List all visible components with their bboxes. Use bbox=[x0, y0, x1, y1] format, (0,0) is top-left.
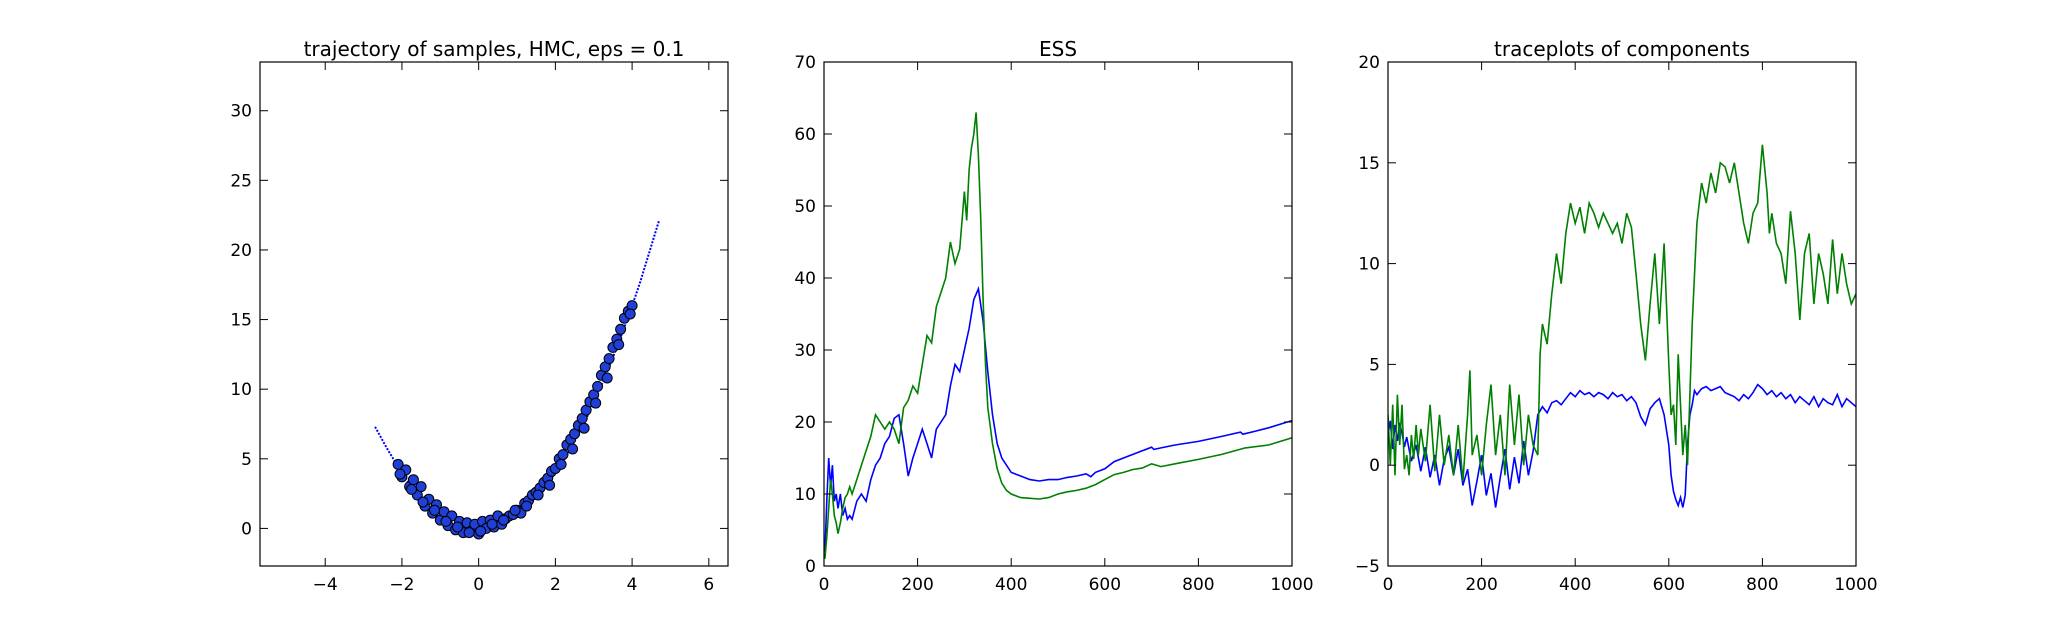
y-tick-label: 20 bbox=[1358, 53, 1380, 73]
x-tick-label: 0 bbox=[473, 575, 484, 595]
y-tick-label: 0 bbox=[241, 519, 252, 539]
x-tick-label: 0 bbox=[819, 575, 830, 595]
series-line-green bbox=[1388, 144, 1856, 482]
y-tick-label: 25 bbox=[230, 171, 252, 191]
y-tick-label: 40 bbox=[794, 269, 816, 289]
series-line-blue bbox=[824, 285, 1292, 552]
sample-point bbox=[475, 525, 487, 537]
x-tick-label: 600 bbox=[1089, 575, 1121, 595]
trajectory-chart: trajectory of samples, HMC, eps = 0.1 −4… bbox=[230, 37, 729, 595]
y-tick-label: 20 bbox=[794, 413, 816, 433]
axes-frame bbox=[1387, 61, 1857, 567]
y-tick-label: 0 bbox=[1369, 456, 1380, 476]
axes-frame bbox=[823, 61, 1293, 567]
x-tick-label: 200 bbox=[1465, 575, 1497, 595]
y-tick-label: 50 bbox=[794, 197, 816, 217]
sample-point bbox=[394, 468, 406, 480]
sample-point bbox=[532, 489, 544, 501]
x-tick-label: 1000 bbox=[1270, 575, 1313, 595]
sample-point bbox=[590, 397, 602, 409]
plot-area bbox=[824, 112, 1292, 559]
sample-point bbox=[578, 422, 590, 434]
sample-point bbox=[603, 353, 615, 365]
y-tick-label: 15 bbox=[230, 311, 252, 331]
y-tick-label: 5 bbox=[241, 450, 252, 470]
y-tick-label: 10 bbox=[1358, 255, 1380, 275]
x-tick-label: 4 bbox=[627, 575, 638, 595]
series-line-blue bbox=[1388, 383, 1856, 508]
sample-point bbox=[452, 521, 464, 533]
y-tick-label: −5 bbox=[1355, 557, 1380, 577]
chart-title-trajectory: trajectory of samples, HMC, eps = 0.1 bbox=[304, 37, 685, 61]
y-tick-label: 0 bbox=[805, 557, 816, 577]
x-tick-label: −2 bbox=[389, 575, 414, 595]
sample-point bbox=[624, 308, 636, 320]
x-tick-label: 0 bbox=[1383, 575, 1394, 595]
x-tick-label: −4 bbox=[313, 575, 338, 595]
sample-point bbox=[440, 515, 452, 527]
x-tick-label: 400 bbox=[1559, 575, 1591, 595]
x-tick-label: 200 bbox=[901, 575, 933, 595]
sample-point bbox=[509, 504, 521, 516]
y-tick-label: 60 bbox=[794, 125, 816, 145]
sample-point bbox=[415, 481, 427, 493]
sample-point bbox=[498, 514, 510, 526]
y-tick-label: 30 bbox=[794, 341, 816, 361]
x-tick-label: 600 bbox=[1653, 575, 1685, 595]
sample-point bbox=[406, 483, 417, 495]
x-tick-label: 6 bbox=[703, 575, 714, 595]
plot-area bbox=[374, 220, 660, 540]
x-tick-label: 800 bbox=[1182, 575, 1214, 595]
axes-frame bbox=[259, 61, 729, 567]
y-tick-label: 5 bbox=[1369, 355, 1380, 375]
y-tick-label: 70 bbox=[794, 53, 816, 73]
sample-point bbox=[417, 496, 429, 508]
x-tick-label: 2 bbox=[550, 575, 561, 595]
sample-point bbox=[463, 527, 475, 539]
chart-title-ess: ESS bbox=[1039, 37, 1077, 61]
sample-point bbox=[555, 458, 567, 470]
x-tick-label: 400 bbox=[995, 575, 1027, 595]
sample-point bbox=[613, 339, 625, 351]
chart-title-traceplots: traceplots of components bbox=[1494, 37, 1750, 61]
traceplot-chart: traceplots of components 0 200 400 600 800 10… bbox=[1355, 37, 1878, 595]
ess-chart: ESS 0 200 400 600 800 1000 0 10 20 30 40 50 60 70 bbox=[794, 37, 1313, 595]
y-tick-label: 10 bbox=[230, 380, 252, 400]
sample-point bbox=[592, 380, 604, 392]
series-line-green bbox=[824, 112, 1292, 559]
sample-point bbox=[601, 372, 613, 384]
x-tick-label: 1000 bbox=[1834, 575, 1877, 595]
sample-point bbox=[567, 443, 579, 455]
sample-point bbox=[521, 500, 533, 512]
y-tick-label: 15 bbox=[1358, 154, 1380, 174]
plot-area bbox=[1388, 144, 1856, 508]
sample-point bbox=[486, 518, 498, 530]
y-tick-label: 20 bbox=[230, 241, 252, 261]
y-tick-label: 30 bbox=[230, 102, 252, 122]
sample-point bbox=[615, 323, 627, 335]
y-tick-label: 10 bbox=[794, 485, 816, 505]
x-tick-label: 800 bbox=[1746, 575, 1778, 595]
sample-point bbox=[557, 449, 569, 461]
sample-point bbox=[429, 504, 440, 516]
sample-point bbox=[544, 479, 556, 491]
